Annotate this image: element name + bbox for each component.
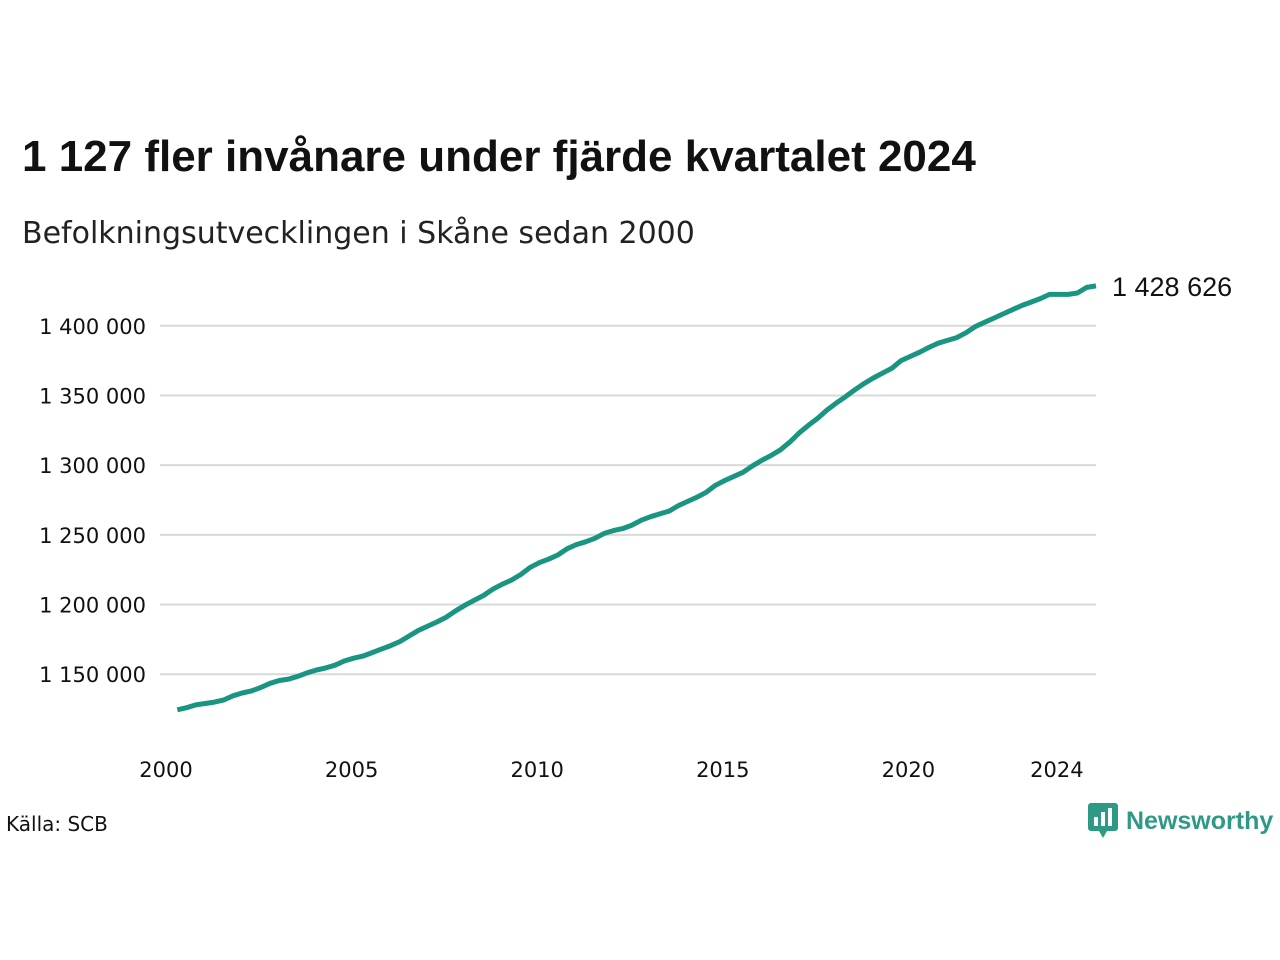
x-tick-label: 2020 [882, 758, 935, 782]
newsworthy-logo-icon [1088, 803, 1118, 838]
source-note: Källa: SCB [6, 812, 108, 836]
series-line-skane-population [176, 283, 1097, 713]
x-tick-label: 2005 [325, 758, 378, 782]
y-tick-label: 1 200 000 [39, 594, 146, 618]
x-tick-label: 2000 [139, 758, 192, 782]
chart-subtitle: Befolkningsutvecklingen i Skåne sedan 20… [22, 216, 695, 251]
chart-title: 1 127 fler invånare under fjärde kvartal… [22, 132, 976, 181]
y-tick-label: 1 350 000 [39, 384, 146, 408]
x-tick-label: 2010 [510, 758, 563, 782]
brand-name: Newsworthy [1126, 806, 1274, 835]
x-axis-tick-labels: 2000 2005 2010 2015 2020 2024 [139, 758, 1083, 782]
y-tick-label: 1 150 000 [39, 663, 146, 687]
brand-logo: Newsworthy [1088, 803, 1273, 839]
gridlines [160, 324, 1096, 676]
y-tick-label: 1 250 000 [39, 524, 146, 548]
y-axis-tick-labels: 1 150 000 1 200 000 1 250 000 1 300 000 1 35… [39, 315, 146, 687]
end-value-label: 1 428 626 [1112, 272, 1232, 302]
x-tick-label: 2024 [1030, 758, 1083, 782]
x-tick-label: 2015 [696, 758, 749, 782]
y-tick-label: 1 300 000 [39, 454, 146, 478]
y-tick-label: 1 400 000 [39, 315, 146, 339]
